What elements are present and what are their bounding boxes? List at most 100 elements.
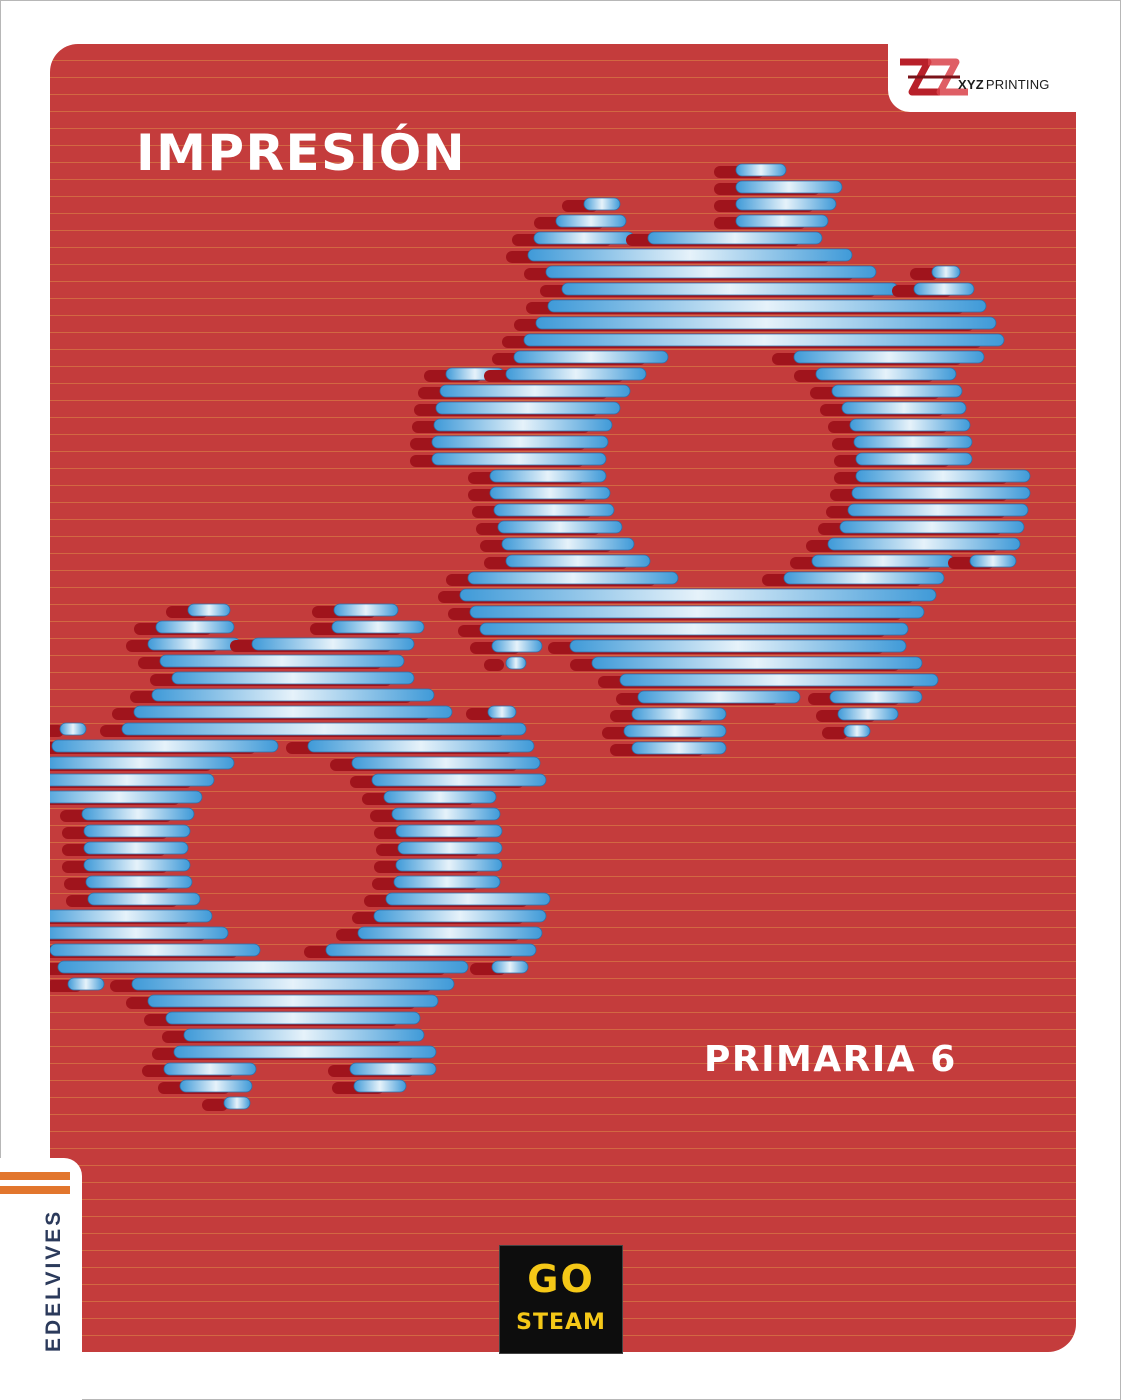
gear-stripe: [491, 960, 529, 974]
gear-stripe: [735, 197, 837, 211]
gear-stripe: [155, 620, 235, 634]
gear-stripe: [85, 875, 193, 889]
gear-stripe: [849, 418, 971, 432]
book-cover: [50, 44, 1076, 1352]
gear-stripe: [631, 741, 727, 755]
gear-stripe: [735, 163, 787, 177]
gear-stripe-shadow: [910, 268, 938, 280]
gear-stripe: [333, 603, 399, 617]
gear-stripe: [913, 282, 975, 296]
gear-stripe: [647, 231, 823, 245]
gear-stripe: [931, 265, 961, 279]
gear-stripe: [735, 214, 829, 228]
gear-stripe: [173, 1045, 437, 1059]
badge-steam-text: STEAM: [516, 1310, 606, 1335]
gear-stripe: [555, 214, 627, 228]
gear-stripe: [467, 571, 679, 585]
gear-stripe: [391, 807, 501, 821]
gear-stripe: [50, 943, 261, 957]
gear-stripe: [147, 637, 241, 651]
gear-stripe: [505, 367, 647, 381]
gear-stripe: [489, 486, 611, 500]
gear-stripe: [50, 790, 203, 804]
gear-stripe: [619, 673, 939, 687]
gear-stripe: [569, 639, 907, 653]
gear-stripe: [431, 452, 607, 466]
go-steam-badge: GO STEAM: [499, 1245, 623, 1354]
gear-stripe: [165, 1011, 421, 1025]
gear-stripe: [223, 1096, 251, 1110]
gear-stripe: [815, 367, 957, 381]
gear-stripe: [637, 690, 801, 704]
gears-illustration: [50, 163, 1031, 1111]
gear-stripe-shadow: [484, 659, 504, 671]
gear-stripe: [307, 739, 535, 753]
gear-stripe: [855, 469, 1031, 483]
gear-stripe: [479, 622, 909, 636]
gear-stripe: [331, 620, 425, 634]
gear-stripe: [487, 705, 517, 719]
gear-stripe: [811, 554, 955, 568]
gear-stripe: [489, 469, 607, 483]
gear-stripe: [393, 875, 501, 889]
gear-stripe: [87, 892, 201, 906]
gear-stripe: [51, 739, 279, 753]
gear-stripe: [251, 637, 415, 651]
gear-stripe: [371, 773, 547, 787]
gear-stripe-shadow: [202, 1099, 228, 1111]
gear-stripe: [837, 707, 899, 721]
gear-stripe: [83, 858, 191, 872]
gear-stripe: [349, 1062, 437, 1076]
accent-stripe: [0, 1172, 70, 1180]
gear-stripe: [50, 756, 235, 770]
gear-stripe: [469, 605, 925, 619]
gear-stripe: [435, 401, 621, 415]
gear-stripe: [59, 722, 87, 736]
gear-stripe: [50, 926, 229, 940]
gear-stripe: [513, 350, 669, 364]
gear-stripe: [373, 909, 547, 923]
gear-stripe: [179, 1079, 253, 1093]
gear-stripe: [631, 707, 727, 721]
gear-stripe: [383, 790, 497, 804]
gear-stripe: [827, 537, 1021, 551]
gear-stripe: [623, 724, 727, 738]
gear-stripe: [497, 520, 623, 534]
gear-stripe: [121, 722, 527, 736]
gear-stripe: [853, 435, 973, 449]
gear-stripe: [395, 858, 503, 872]
gear-stripe-shadow: [822, 727, 848, 739]
gear-stripe: [783, 571, 945, 585]
gear-stripe: [81, 807, 195, 821]
gear-stripe: [493, 503, 615, 517]
gear-stripe: [533, 231, 635, 245]
xyz-printing-logo-icon: [900, 58, 968, 96]
gear-stripe: [969, 554, 1017, 568]
gear-stripe: [433, 418, 613, 432]
gear-stripe: [841, 401, 967, 415]
gear-stripe: [793, 350, 985, 364]
gear-stripe: [397, 841, 503, 855]
gear-stripe: [491, 639, 543, 653]
book-title: IMPRESIÓN: [136, 124, 467, 182]
gear-stripe: [351, 756, 541, 770]
gear-stripe: [159, 654, 405, 668]
gear-stripe: [83, 841, 189, 855]
gear-stripe: [839, 520, 1025, 534]
gear-stripe: [459, 588, 937, 602]
gear-stripe: [147, 994, 439, 1008]
gear-stripe: [501, 537, 635, 551]
gear-stripe: [847, 503, 1029, 517]
brand-logo-text: XYZ PRINTING: [958, 77, 1050, 92]
gear-stripe: [829, 690, 923, 704]
gear-stripe: [735, 180, 843, 194]
badge-go-text: GO: [527, 1257, 595, 1301]
gear-stripe: [50, 773, 215, 787]
gear-stripe: [395, 824, 503, 838]
gear-stripe: [545, 265, 877, 279]
gear-stripe: [547, 299, 987, 313]
gear-stripe: [187, 603, 231, 617]
gear-stripe: [851, 486, 1031, 500]
gear-stripe: [325, 943, 537, 957]
gear-stripe: [357, 926, 543, 940]
